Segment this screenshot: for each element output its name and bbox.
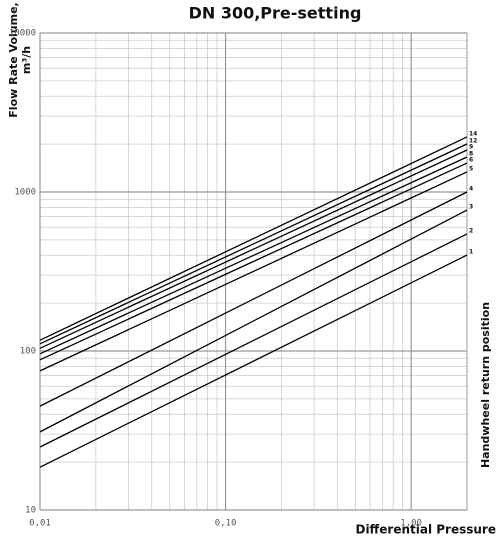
series-label: 8 [469, 151, 473, 158]
series-label: 2 [469, 227, 473, 234]
series-line [39, 149, 468, 349]
series-label: 14 [469, 130, 477, 137]
x-tick-label: 0,10 [215, 519, 237, 529]
series-line [39, 254, 468, 468]
y-tick-label: 100 [20, 347, 36, 357]
series-label: 9 [469, 144, 473, 151]
series-line [39, 191, 468, 407]
right-label: Handwheel return position [479, 302, 492, 468]
x-tick-label: 0,01 [29, 519, 51, 529]
y-axis-label: Flow Rate Volume, [7, 2, 20, 117]
x-axis-label: Differential Pressure [355, 523, 496, 537]
series-line [39, 136, 468, 341]
y-axis-label: m³/h [20, 46, 33, 74]
series-label: 4 [469, 186, 473, 193]
plot-frame [39, 32, 468, 511]
series-line [39, 162, 468, 361]
series-label: 12 [469, 137, 477, 144]
series-label: 3 [469, 204, 473, 211]
chart-title: DN 300,Pre-setting [189, 4, 362, 23]
y-tick-label: 10 [25, 506, 36, 516]
series-label: 6 [469, 157, 473, 164]
series-label: 1 [469, 249, 473, 256]
series-label: 5 [469, 165, 473, 172]
series-line [39, 143, 468, 345]
x-tick-label: 1,00 [400, 519, 422, 529]
series-line [39, 209, 468, 433]
y-tick-label: 10000 [9, 29, 36, 39]
series-line [39, 156, 468, 355]
series-line [39, 233, 468, 448]
y-tick-label: 1000 [14, 188, 36, 198]
series-line [39, 171, 468, 372]
